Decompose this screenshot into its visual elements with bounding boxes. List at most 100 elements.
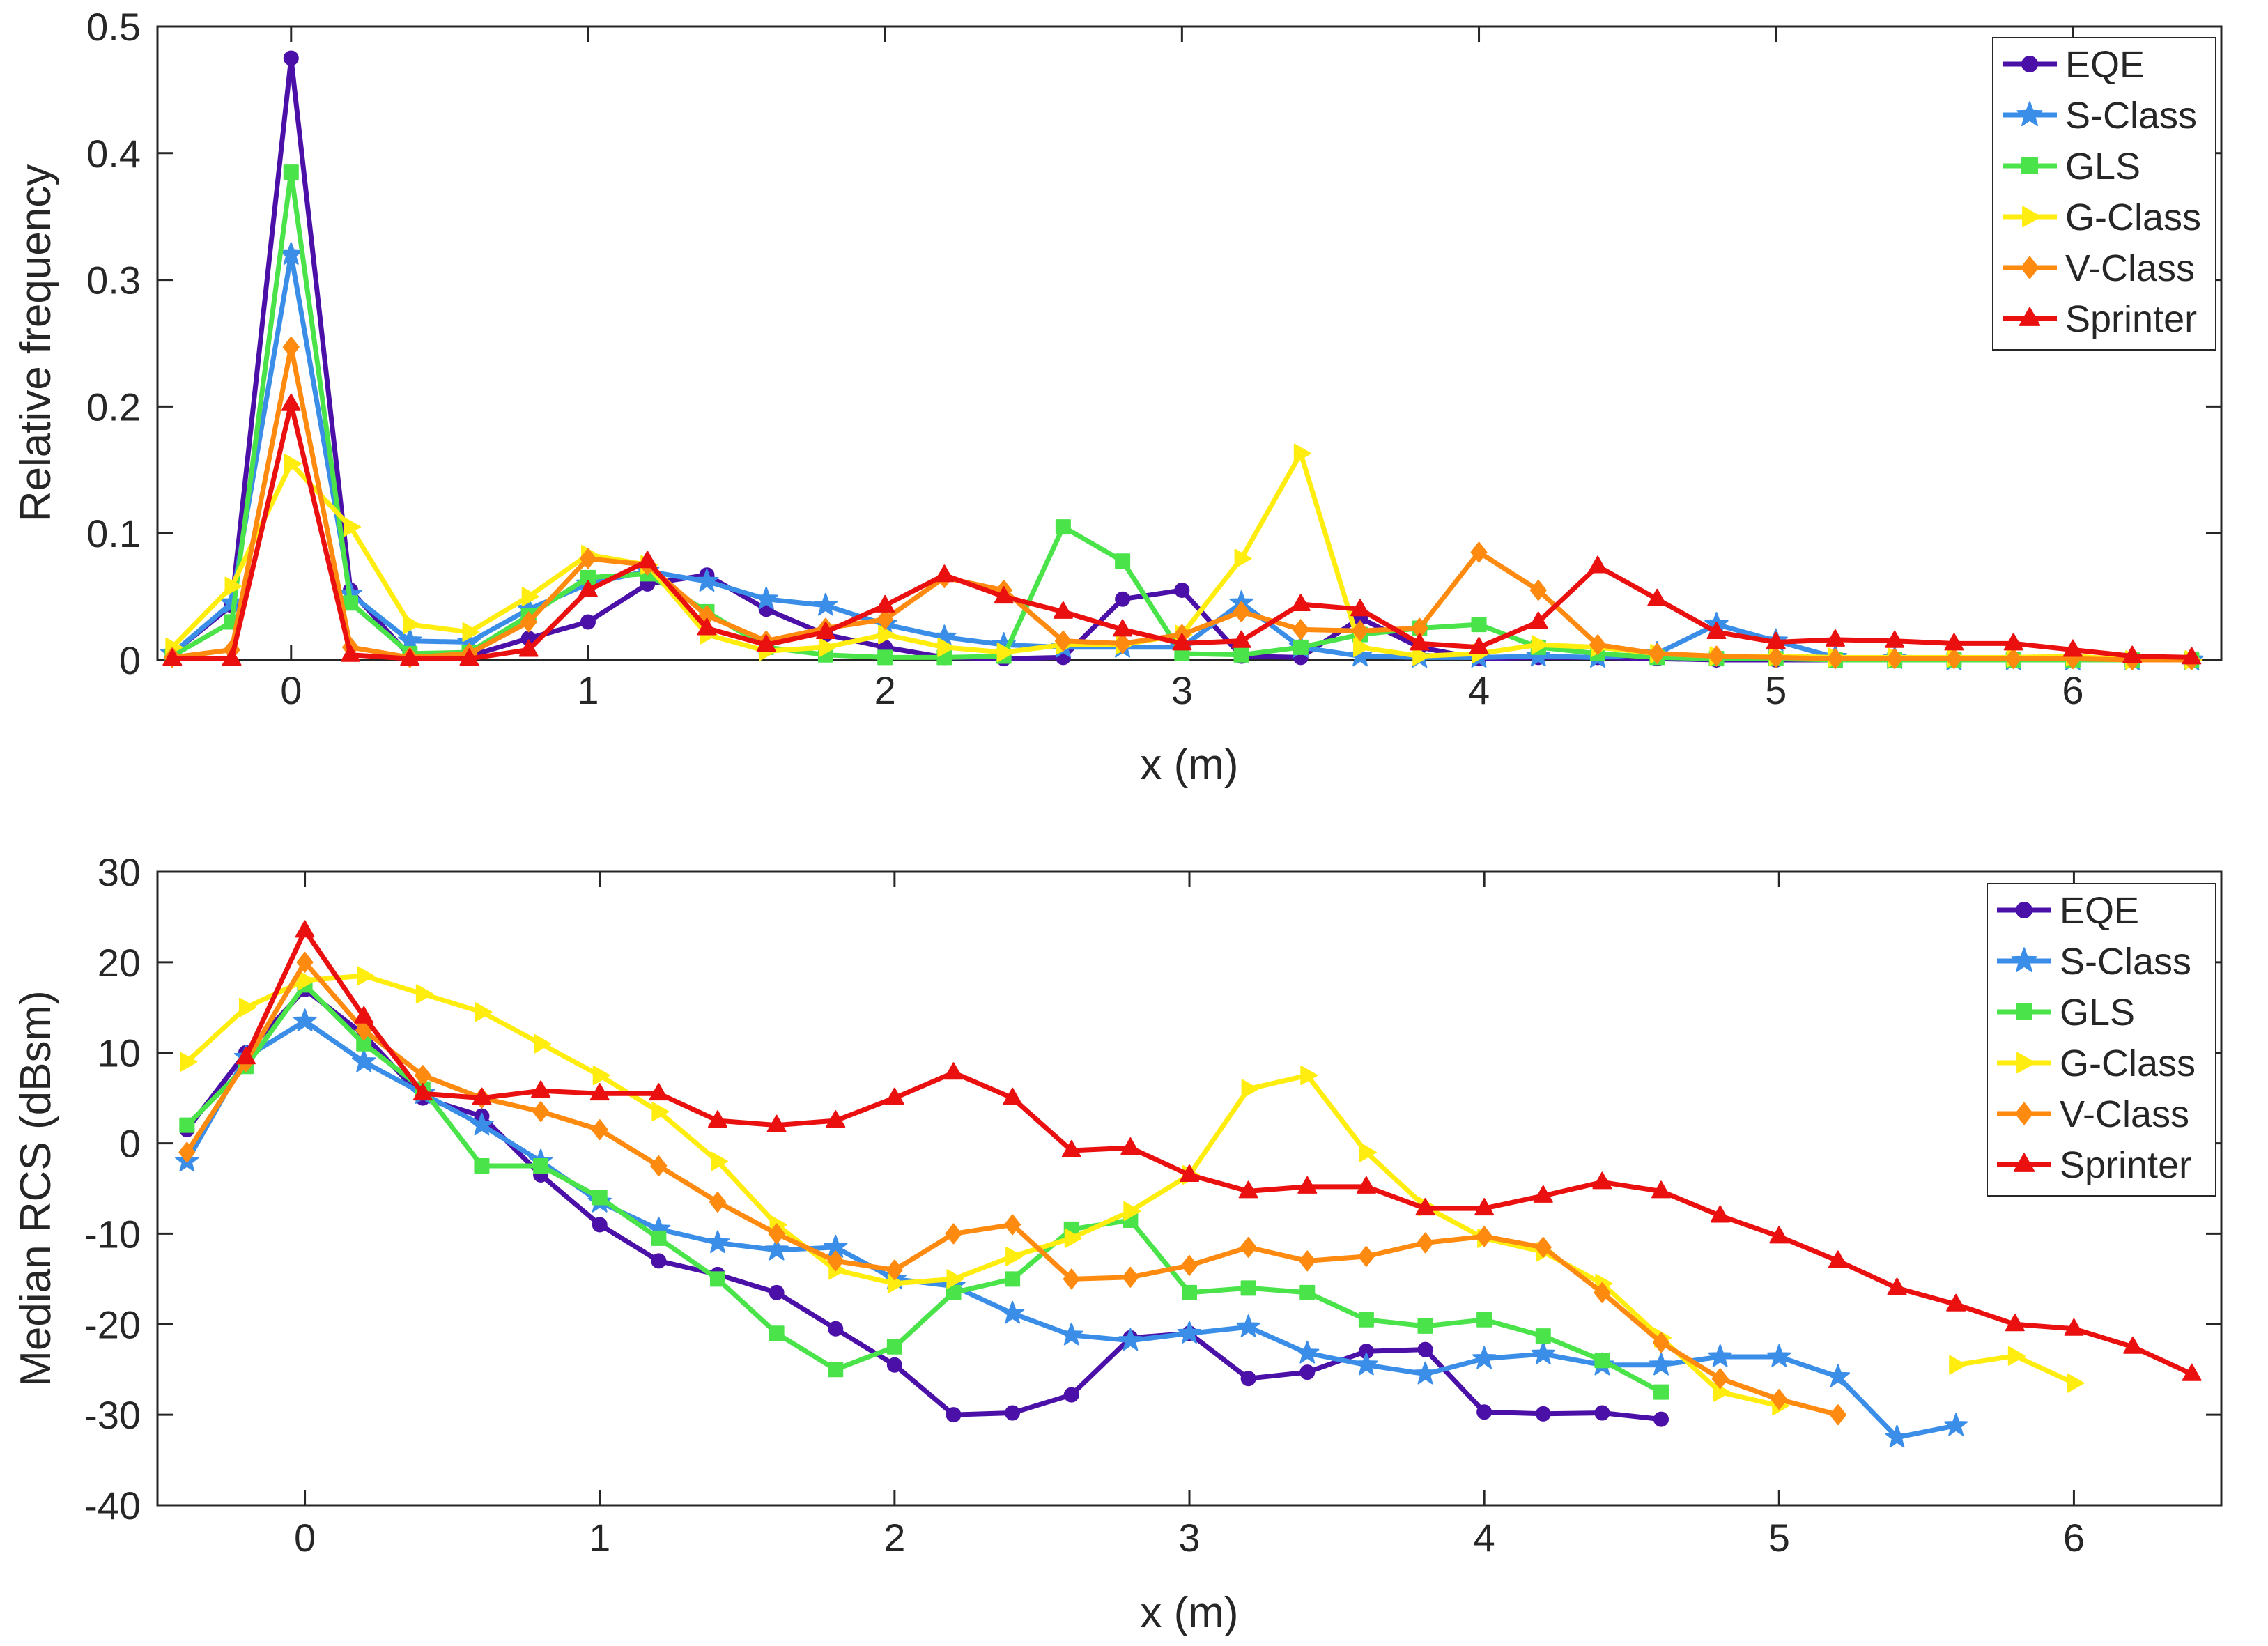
data-point bbox=[531, 1080, 551, 1098]
data-point bbox=[398, 628, 422, 652]
data-point bbox=[1412, 646, 1430, 666]
data-point bbox=[1295, 1340, 1320, 1364]
data-point bbox=[282, 336, 300, 357]
data-point bbox=[1054, 630, 1072, 652]
data-point bbox=[341, 644, 361, 662]
data-point bbox=[1949, 1355, 1967, 1375]
data-point bbox=[1297, 1176, 1318, 1194]
x-tick-label: 6 bbox=[2062, 668, 2083, 712]
data-point bbox=[1535, 1328, 1551, 1344]
data-point bbox=[769, 1284, 785, 1300]
data-point bbox=[1653, 1384, 1669, 1400]
legend-swatch-marker bbox=[2020, 256, 2039, 279]
data-point bbox=[1708, 645, 1725, 667]
data-point bbox=[238, 997, 256, 1017]
top-chart-relative-frequency: 0 1 2 3 4 5 6 0 0.1 0.2 0.3 0.4 0.5 x (m) Relative fre… bbox=[12, 5, 2223, 789]
data-point bbox=[1771, 1389, 1788, 1410]
data-point bbox=[709, 1191, 726, 1213]
legend-label: G-Class bbox=[2060, 1043, 2196, 1084]
data-point bbox=[1299, 1250, 1316, 1272]
legend-label: GLS bbox=[2065, 146, 2140, 187]
data-point bbox=[283, 164, 299, 180]
data-point bbox=[1180, 1164, 1199, 1183]
data-point bbox=[1710, 1205, 1730, 1223]
data-point bbox=[1290, 594, 1311, 612]
data-point bbox=[1766, 631, 1786, 649]
data-point bbox=[1535, 1406, 1551, 1422]
data-point bbox=[236, 1047, 256, 1065]
legend-label: GLS bbox=[2060, 992, 2135, 1033]
data-point bbox=[474, 1158, 490, 1174]
data-point bbox=[1472, 1346, 1497, 1369]
y-tick-label: 0.4 bbox=[86, 132, 141, 176]
data-point bbox=[815, 622, 835, 640]
data-point bbox=[886, 1339, 902, 1355]
y-tick-label: -40 bbox=[84, 1484, 141, 1528]
data-point bbox=[1122, 1266, 1139, 1288]
data-point bbox=[1354, 1352, 1379, 1376]
x-tick-label: 4 bbox=[1474, 1516, 1495, 1560]
data-point bbox=[1474, 1198, 1495, 1216]
data-point bbox=[592, 1066, 610, 1086]
data-point bbox=[1348, 643, 1373, 667]
data-point bbox=[1236, 1314, 1260, 1337]
x-tick-label: 1 bbox=[577, 668, 599, 712]
data-point bbox=[1241, 1079, 1259, 1099]
data-point bbox=[875, 594, 895, 613]
data-point bbox=[281, 393, 301, 411]
data-point bbox=[400, 648, 420, 666]
x-tick-label: 2 bbox=[874, 668, 896, 712]
data-point bbox=[592, 1190, 608, 1206]
data-point bbox=[1529, 580, 1547, 601]
data-point bbox=[295, 920, 315, 938]
y-tick-label: 0 bbox=[119, 1122, 141, 1166]
y-axis-label: Median RCS (dBsm) bbox=[12, 990, 60, 1386]
data-point bbox=[352, 1049, 376, 1072]
data-point bbox=[1063, 1387, 1079, 1403]
legend-label: Sprinter bbox=[2060, 1144, 2191, 1186]
y-tick-label: -20 bbox=[84, 1302, 141, 1346]
data-point bbox=[354, 1006, 374, 1024]
x-tick-label: 4 bbox=[1468, 668, 1490, 712]
data-point bbox=[1003, 1087, 1023, 1105]
data-point bbox=[818, 637, 836, 657]
legend-swatch-marker bbox=[2011, 947, 2037, 973]
data-point bbox=[293, 1008, 317, 1031]
data-point bbox=[1233, 601, 1250, 622]
y-tick-label: 0.1 bbox=[86, 512, 141, 555]
data-point bbox=[1944, 633, 1964, 651]
legend-swatch-marker bbox=[2016, 1003, 2032, 1020]
legend-swatch-marker bbox=[2021, 56, 2038, 72]
data-point bbox=[1358, 1312, 1374, 1328]
data-point bbox=[1885, 1424, 1909, 1448]
data-point bbox=[1476, 1226, 1493, 1247]
x-tick-label: 5 bbox=[1765, 668, 1787, 712]
y-axis-label: Relative frequency bbox=[12, 164, 60, 523]
data-point bbox=[579, 548, 596, 569]
data-point bbox=[878, 624, 896, 645]
data-point bbox=[357, 966, 375, 986]
data-point bbox=[1588, 555, 1608, 574]
data-point bbox=[222, 648, 242, 666]
legend-label: S-Class bbox=[2065, 95, 2197, 137]
data-point bbox=[768, 1223, 785, 1245]
data-point bbox=[1300, 1066, 1318, 1086]
y-tick-label: 0.5 bbox=[86, 5, 141, 49]
data-point bbox=[994, 586, 1014, 604]
data-point bbox=[996, 643, 1015, 663]
data-point bbox=[344, 517, 362, 537]
data-point bbox=[886, 1259, 903, 1281]
data-point bbox=[1356, 1176, 1376, 1194]
data-point bbox=[1005, 1405, 1021, 1421]
data-point bbox=[1359, 1142, 1377, 1162]
legend-label: V-Class bbox=[2065, 247, 2195, 289]
data-point bbox=[946, 1407, 962, 1423]
data-point bbox=[459, 648, 479, 666]
data-point bbox=[946, 1269, 964, 1289]
data-point bbox=[1945, 648, 1963, 670]
data-point bbox=[1417, 1341, 1433, 1357]
data-point bbox=[591, 1119, 608, 1141]
data-point bbox=[1004, 1214, 1021, 1236]
data-point bbox=[1594, 1405, 1610, 1421]
y-tick-label: -10 bbox=[84, 1212, 141, 1256]
